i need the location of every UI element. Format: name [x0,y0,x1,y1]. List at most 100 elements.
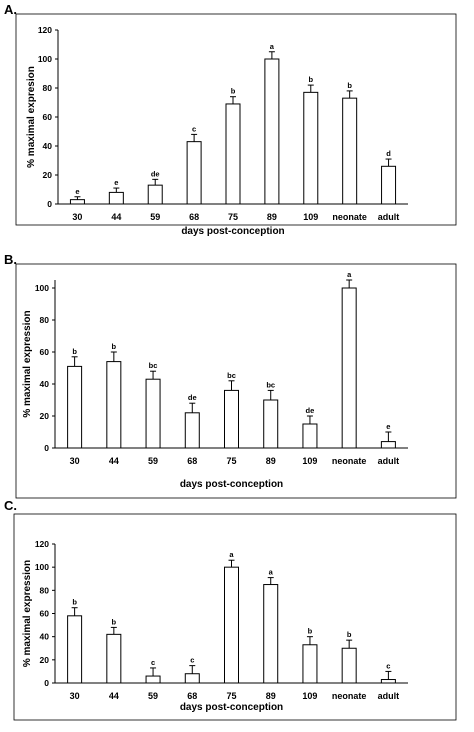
panel-3-y-tick-label: 100 [35,562,49,572]
panel-2-x-tick-label: 30 [70,456,80,466]
panel-1-x-tick-label: 109 [303,212,318,222]
panel-1-sig-label: e [114,178,118,187]
panel-1-sig-label: c [192,124,196,133]
panel-3-letter: C. [4,498,17,513]
panel-3-x-tick-label: 68 [187,691,197,701]
panel-1-x-tick-label: 68 [189,212,199,222]
panel-2-sig-label: b [72,347,77,356]
panel-1-bar-59 [147,184,163,205]
panel-1-y-tick-label: 60 [43,112,53,122]
panel-1-x-tick-label: adult [378,212,400,222]
panel-3-border [13,513,457,721]
panel-2-sig-label: a [347,270,352,279]
panel-3-bar-109 [302,644,318,684]
panel-3-bar-30 [67,615,83,684]
panel-1-y-tick-label: 0 [47,199,52,209]
panel-2-bar-30 [67,365,83,449]
panel-3-sig-label: a [229,550,234,559]
panel-3-x-tick-label: 44 [109,691,119,701]
panel-3-sig-label: a [269,568,274,577]
panel-2-sig-label: bc [149,361,158,370]
panel-3-x-tick-label: neonate [332,691,367,701]
panel-2-x-axis-title: days post-conception [180,479,283,490]
panel-1-y-tick-label: 80 [43,83,53,93]
panel-1-x-tick-label: 75 [228,212,238,222]
panel-1-sig-label: de [151,169,160,178]
panel-1-sig-label: b [231,87,236,96]
panel-2-y-tick-label: 20 [40,411,50,421]
panel-3-y-tick-label: 60 [40,609,50,619]
panel-3-bar-59 [145,675,161,684]
panel-3: C. 0 20 40 60 80 100 120 b 30 b 44 c 59 c 68 a 75 a 89 b 109 b… [4,498,457,721]
panel-3-bar-adult [380,679,396,684]
panel-1-letter: A. [4,2,17,17]
panel-3-y-tick-label: 20 [40,655,50,665]
panel-3-sig-label: b [112,617,117,626]
panel-3-x-tick-label: 59 [148,691,158,701]
panel-1-x-tick-label: 89 [267,212,277,222]
panel-3-sig-label: c [386,661,390,670]
panel-1-bar-75 [225,103,241,205]
panel-2-y-tick-label: 0 [44,443,49,453]
panel-2-letter: B. [4,252,17,267]
panel-1-y-tick-label: 100 [38,54,52,64]
panel-3-sig-label: c [190,656,194,665]
panel-2-x-tick-label: adult [378,456,400,466]
panel-2-sig-label: e [386,422,390,431]
panel-2-y-tick-label: 60 [40,347,50,357]
panel-2-bar-109 [302,423,318,449]
panel-1-bar-44 [108,191,124,205]
panel-3-sig-label: c [151,658,155,667]
panel-3-x-axis-title: days post-conception [180,702,283,713]
panel-1-bar-neonate [342,97,358,205]
panel-2-x-tick-label: 89 [266,456,276,466]
panel-1-x-tick-label: 30 [72,212,82,222]
panel-3-x-tick-label: 89 [266,691,276,701]
panel-2-x-tick-label: 109 [302,456,317,466]
panel-3-y-axis-title: % maximal expression [22,560,33,667]
panel-3-sig-label: b [72,598,77,607]
panel-3-x-tick-label: 75 [226,691,236,701]
panel-3-y-tick-label: 40 [40,632,50,642]
panel-1-y-axis-title: % maximal expresion [26,66,37,168]
panel-1-bar-30 [69,199,85,205]
panel-2-sig-label: bc [266,380,275,389]
panel-1-bar-109 [303,91,319,205]
panel-2-y-tick-label: 40 [40,379,50,389]
panel-2-sig-label: de [306,406,315,415]
panel-3-bar-neonate [341,647,357,684]
panel-2-y-axis-title: % maximal expression [22,310,33,417]
panel-1-sig-label: b [347,81,352,90]
panel-2-bar-75 [224,389,239,449]
panel-1-sig-label: b [308,75,313,84]
panel-3-bar-68 [184,673,200,684]
panel-2-sig-label: b [112,342,117,351]
panel-3-x-tick-label: 30 [70,691,80,701]
panel-1-sig-label: a [270,42,275,51]
panel-1: A. 0 20 40 60 80 100 120 e 30 e 44 de 59 c 68 b 75 a 89 b 109… [4,2,457,237]
panel-2-bar-neonate [341,287,357,449]
panel-2-border [15,263,457,499]
panel-3-bar-89 [263,584,279,684]
panel-1-y-tick-label: 20 [43,170,53,180]
panel-1-bar-adult [381,165,397,205]
panel-3-sig-label: b [308,627,313,636]
panel-2-bar-44 [106,361,122,449]
panel-1-y-tick-label: 120 [38,25,52,35]
panel-1-border [15,13,457,226]
panel-1-bar-89 [264,58,280,205]
panel-2: B. 0 20 40 60 80 100 b 30 b 44 bc 59 de 68 bc 75 bc 89 de 10… [4,252,457,499]
panel-3-y-tick-label: 0 [44,678,49,688]
panel-2-sig-label: de [188,393,197,402]
panel-2-x-tick-label: neonate [332,456,367,466]
panel-2-bar-68 [184,412,200,449]
panel-1-x-axis-title: days post-conception [181,226,284,237]
panel-3-bar-44 [106,633,122,684]
panel-3-x-tick-label: 109 [302,691,317,701]
panel-2-x-tick-label: 75 [226,456,236,466]
panel-2-x-tick-label: 68 [187,456,197,466]
panel-3-y-tick-label: 80 [40,585,50,595]
panel-3-x-tick-label: adult [378,691,400,701]
panel-2-x-tick-label: 59 [148,456,158,466]
